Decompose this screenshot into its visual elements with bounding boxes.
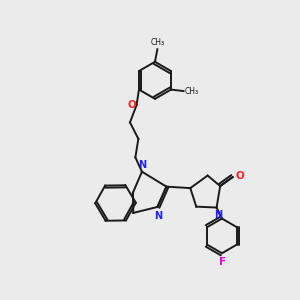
Text: CH₃: CH₃	[151, 38, 165, 47]
Text: N: N	[139, 160, 147, 170]
Text: O: O	[128, 100, 137, 110]
Text: N: N	[154, 211, 162, 220]
Text: CH₃: CH₃	[185, 87, 199, 96]
Text: O: O	[236, 171, 244, 181]
Text: F: F	[219, 257, 226, 267]
Text: N: N	[214, 210, 222, 220]
